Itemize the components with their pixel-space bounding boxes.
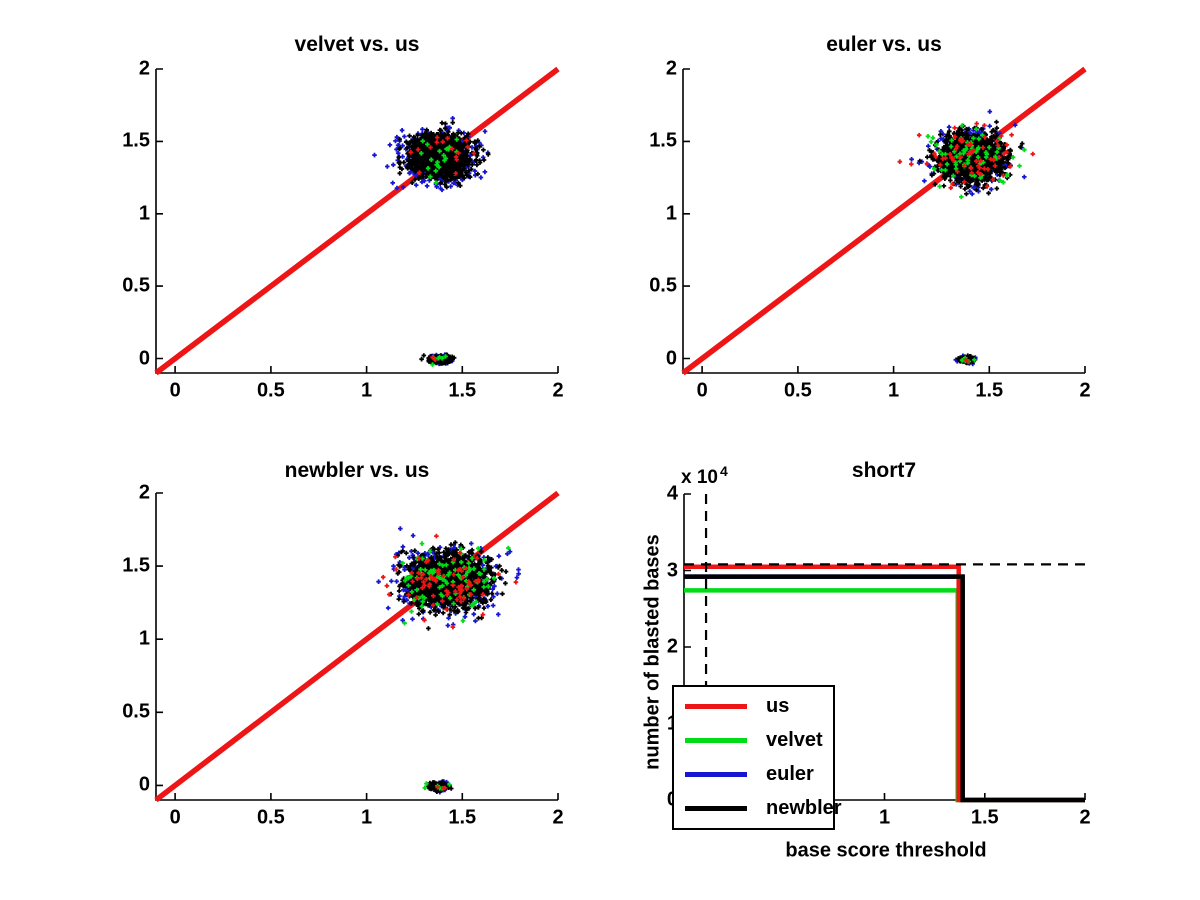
x-tick-label: 1 bbox=[878, 806, 891, 829]
x-tick-label: 2 bbox=[1079, 806, 1091, 829]
y-tick-label: 0 bbox=[665, 347, 677, 370]
legend-item-us: us bbox=[674, 695, 789, 717]
x-tick-label: 1.5 bbox=[975, 379, 1004, 402]
legend-label-euler: euler bbox=[766, 762, 814, 785]
y-axis-label: number of blasted bases bbox=[641, 534, 664, 770]
y-tick-label: 2 bbox=[138, 57, 150, 80]
y-tick-label: 1.5 bbox=[122, 554, 150, 577]
subplot-newbler-vs-us bbox=[154, 490, 560, 803]
y-tick-label: 2 bbox=[665, 57, 677, 80]
x-tick-label: 0 bbox=[169, 806, 181, 829]
x-tick-label: 1 bbox=[361, 806, 373, 829]
x-tick-label: 1 bbox=[361, 379, 373, 402]
scatter-points-main bbox=[925, 123, 1027, 200]
y-axis-scale-label: x 10 4 bbox=[681, 463, 728, 489]
scatter-points-main bbox=[917, 119, 1025, 197]
x-tick-label: 1.5 bbox=[970, 806, 999, 829]
scale-base-text: x 10 bbox=[681, 467, 718, 488]
identity-line bbox=[154, 66, 560, 376]
x-tick-label: 1.5 bbox=[448, 379, 477, 402]
scatter-points-at-zero bbox=[963, 357, 970, 364]
scatter-points-at-zero bbox=[430, 355, 438, 363]
y-tick-label: 1 bbox=[665, 202, 677, 225]
x-tick-label: 2 bbox=[552, 379, 564, 402]
y-tick-label: 1 bbox=[138, 202, 150, 225]
x-tick-label: 0 bbox=[696, 379, 708, 402]
subplot-title-newbler-vs-us: newbler vs. us bbox=[284, 459, 430, 482]
x-tick-label: 1.5 bbox=[448, 806, 477, 829]
legend: us velvet euler newbler bbox=[672, 685, 842, 830]
y-tick-label: 2 bbox=[666, 635, 678, 658]
identity-line bbox=[154, 490, 560, 803]
x-tick-label: 0.5 bbox=[256, 806, 285, 829]
scatter-points-main bbox=[380, 533, 519, 630]
subplot-title-velvet-vs-us: velvet vs. us bbox=[294, 33, 420, 56]
scatter-points-main bbox=[897, 121, 1036, 191]
legend-swatch-us bbox=[685, 703, 747, 709]
scatter-points-main bbox=[419, 137, 460, 185]
y-tick-label: 4 bbox=[666, 482, 678, 505]
y-tick-label: 0 bbox=[138, 347, 150, 370]
legend-item-velvet: velvet bbox=[674, 729, 823, 751]
y-tick-label: 0.5 bbox=[649, 274, 677, 297]
scale-exponent-text: 4 bbox=[719, 463, 728, 479]
legend-swatch-velvet bbox=[685, 737, 747, 743]
x-tick-label: 2 bbox=[1079, 379, 1091, 402]
x-tick-label: 0.5 bbox=[783, 379, 812, 402]
y-tick-label: 1 bbox=[138, 627, 150, 650]
subplot-title-short7: short7 bbox=[851, 459, 917, 482]
subplot-euler-vs-us bbox=[681, 66, 1087, 376]
x-tick-label: 1 bbox=[888, 379, 900, 402]
identity-line bbox=[681, 66, 1087, 376]
y-tick-label: 0 bbox=[138, 773, 150, 796]
y-tick-label: 3 bbox=[666, 559, 678, 581]
y-tick-label: 0.5 bbox=[122, 700, 150, 723]
legend-label-us: us bbox=[766, 694, 790, 717]
scatter-points-at-zero bbox=[435, 785, 448, 791]
legend-swatch-newbler bbox=[685, 805, 747, 811]
subplot-velvet-vs-us bbox=[154, 66, 560, 376]
x-tick-label: 0.5 bbox=[256, 379, 285, 402]
x-tick-label: 2 bbox=[552, 806, 564, 829]
series-line-newbler bbox=[684, 574, 1085, 803]
legend-item-euler: euler bbox=[674, 763, 814, 785]
x-axis-label: base score threshold bbox=[785, 839, 987, 862]
subplot-title-euler-vs-us: euler vs. us bbox=[826, 33, 942, 56]
y-tick-label: 1.5 bbox=[122, 129, 150, 152]
legend-item-newbler: newbler bbox=[674, 797, 842, 819]
scatter-points-main bbox=[408, 135, 477, 176]
y-tick-label: 1.5 bbox=[649, 129, 677, 152]
legend-swatch-euler bbox=[685, 771, 747, 777]
y-tick-label: 0.5 bbox=[122, 274, 150, 297]
y-tick-label: 2 bbox=[138, 481, 150, 504]
legend-label-newbler: newbler bbox=[766, 796, 842, 819]
legend-label-velvet: velvet bbox=[766, 728, 823, 751]
x-tick-label: 0 bbox=[169, 379, 181, 402]
